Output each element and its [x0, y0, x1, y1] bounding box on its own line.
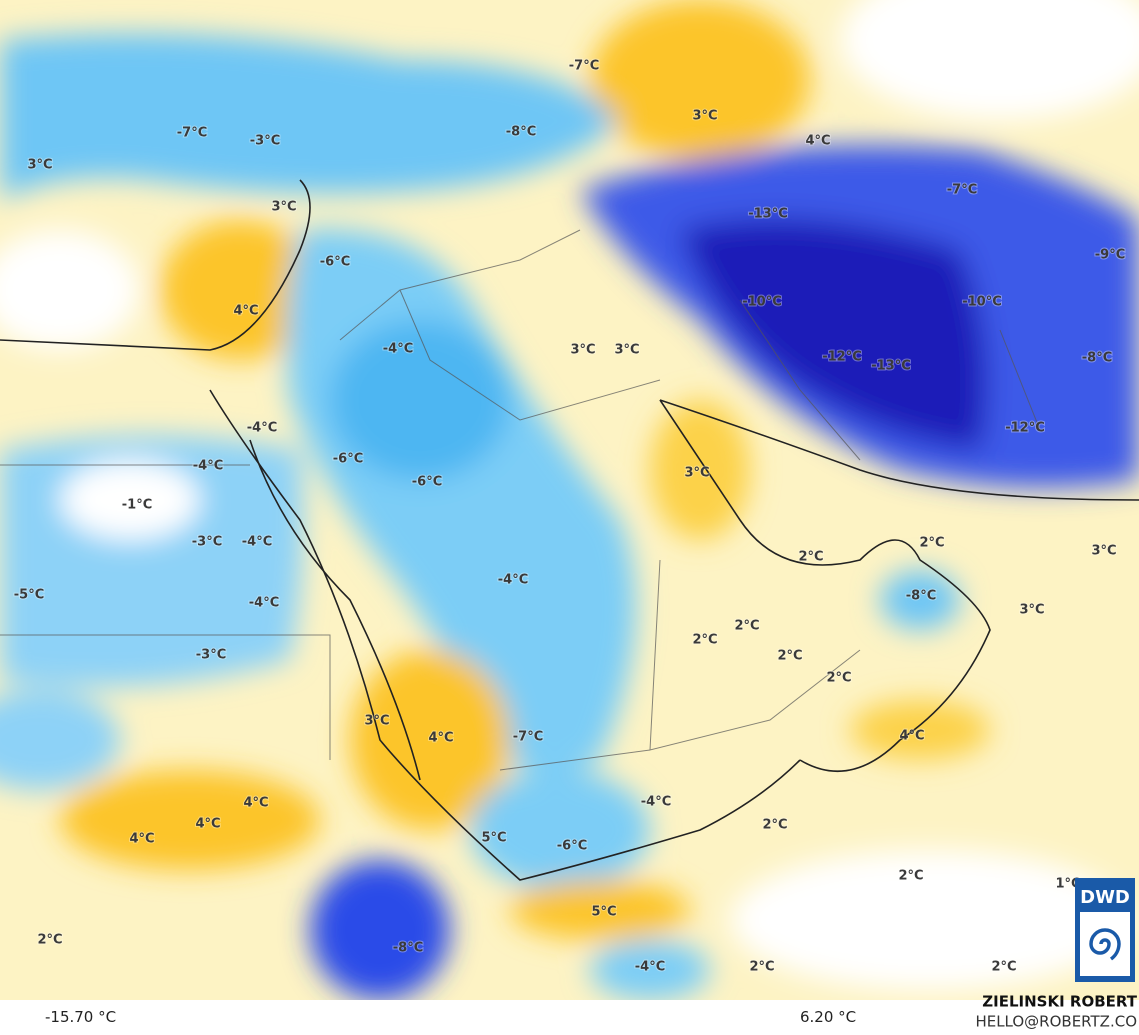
temperature-label: -4°C	[498, 573, 528, 588]
temperature-label: 2°C	[898, 869, 923, 884]
credit-name: ZIELINSKI ROBERT	[982, 993, 1137, 1011]
temperature-label: 2°C	[734, 619, 759, 634]
temperature-label: -6°C	[333, 452, 363, 467]
temperature-label: 4°C	[243, 796, 268, 811]
min-label: -15.70 °C	[45, 1008, 116, 1026]
temperature-label: 4°C	[805, 134, 830, 149]
temperature-label: -4°C	[242, 535, 272, 550]
temperature-label: 4°C	[129, 832, 154, 847]
temperature-label: -13°C	[871, 359, 911, 374]
temperature-label: -5°C	[14, 588, 44, 603]
footer: -15.70 °C 6.20 °C ZIELINSKI ROBERT HELLO…	[0, 993, 1139, 1035]
temperature-label: 2°C	[777, 649, 802, 664]
max-label: 6.20 °C	[800, 1008, 856, 1026]
temperature-label: -10°C	[742, 295, 782, 310]
temperature-label: 2°C	[37, 933, 62, 948]
credit-email: HELLO@ROBERTZ.CO	[975, 1013, 1137, 1031]
coastlines	[0, 179, 1139, 881]
temperature-label: -8°C	[506, 125, 536, 140]
temperature-label: 3°C	[1091, 544, 1116, 559]
temperature-label: 2°C	[991, 960, 1016, 975]
logo-swirl	[1089, 928, 1121, 961]
temperature-label: -3°C	[250, 134, 280, 149]
temperature-label: -7°C	[569, 59, 599, 74]
temperature-label: 2°C	[798, 550, 823, 565]
temperature-label: -4°C	[383, 342, 413, 357]
temperature-label: -4°C	[193, 459, 223, 474]
logo: DWD	[1075, 878, 1135, 982]
temperature-label: -6°C	[557, 839, 587, 854]
logo-panel	[1080, 912, 1130, 976]
temperature-label: -8°C	[393, 941, 423, 956]
temperature-label: -10°C	[962, 295, 1002, 310]
temperature-label: 3°C	[1019, 603, 1044, 618]
temperature-label: 3°C	[692, 109, 717, 124]
temperature-label: -3°C	[192, 535, 222, 550]
temperature-label: 3°C	[570, 343, 595, 358]
temperature-label: -6°C	[412, 475, 442, 490]
temperature-label: 2°C	[749, 960, 774, 975]
temperature-label: -8°C	[1082, 351, 1112, 366]
temperature-label: 4°C	[899, 729, 924, 744]
temperature-label: -3°C	[196, 648, 226, 663]
temperature-labels: -7°C -7°C -3°C -8°C 3°C 4°C 3°C 3°C -7°C -13°C -9°…	[13, 58, 1126, 976]
borders	[0, 229, 1041, 771]
temperature-label: -1°C	[122, 498, 152, 513]
temperature-label: -9°C	[1095, 248, 1125, 263]
temperature-label: -4°C	[641, 795, 671, 810]
temperature-label: 3°C	[684, 466, 709, 481]
temperature-label: 2°C	[919, 536, 944, 551]
temperature-label: 3°C	[364, 714, 389, 729]
temperature-label: -7°C	[177, 126, 207, 141]
temperature-label: -6°C	[320, 255, 350, 270]
temperature-label: -12°C	[1005, 421, 1045, 436]
temperature-label: -7°C	[947, 183, 977, 198]
temperature-label: -13°C	[748, 207, 788, 222]
footer-background	[0, 1000, 1139, 1035]
temperature-label: -12°C	[822, 350, 862, 365]
temperature-label: 2°C	[826, 671, 851, 686]
temperature-label: 2°C	[762, 818, 787, 833]
temperature-label: 4°C	[428, 731, 453, 746]
temperature-label: 5°C	[591, 905, 616, 920]
map	[0, 0, 1139, 1000]
logo-text: DWD	[1080, 887, 1130, 908]
temperature-label: 4°C	[195, 817, 220, 832]
temperature-label: 3°C	[614, 343, 639, 358]
temperature-label: -4°C	[249, 596, 279, 611]
temperature-label: -4°C	[635, 960, 665, 975]
temperature-label: 2°C	[692, 633, 717, 648]
temperature-label: -7°C	[513, 730, 543, 745]
temperature-field	[0, 0, 1139, 1000]
temperature-label: 1°C	[1055, 877, 1080, 892]
temperature-label: -8°C	[906, 589, 936, 604]
temperature-label: 5°C	[481, 831, 506, 846]
temperature-label: 3°C	[27, 158, 52, 173]
temperature-label: 4°C	[233, 304, 258, 319]
temperature-label: 3°C	[271, 200, 296, 215]
temperature-label: -4°C	[247, 421, 277, 436]
